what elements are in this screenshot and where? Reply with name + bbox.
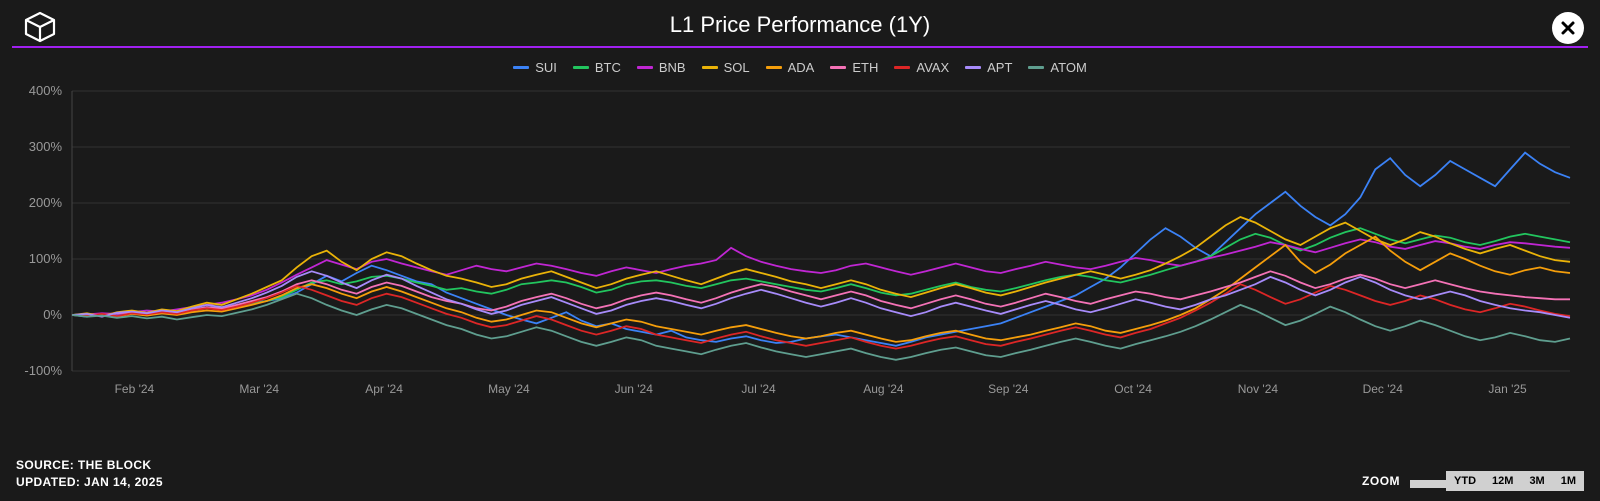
chart-container: L1 Price Performance (1Y) SUI BTC BNB SOL AD…: [0, 0, 1600, 501]
chart-plot-area: -100% 0% 100% 200% 300% 400% Feb '24 Mar '24 Apr…: [12, 81, 1580, 401]
zoom-label: ZOOM: [1362, 474, 1400, 488]
legend-item-atom[interactable]: ATOM: [1028, 60, 1086, 75]
source-block: SOURCE: THE BLOCK UPDATED: JAN 14, 2025: [16, 457, 163, 491]
svg-text:Aug '24: Aug '24: [863, 382, 904, 396]
legend-label: SUI: [535, 60, 557, 75]
header: L1 Price Performance (1Y): [0, 0, 1600, 46]
zoom-button-3m[interactable]: 3M: [1521, 471, 1552, 491]
source-label: SOURCE: THE BLOCK: [16, 457, 163, 474]
close-button[interactable]: [1552, 12, 1584, 44]
legend-swatch: [894, 66, 910, 69]
legend-item-apt[interactable]: APT: [965, 60, 1012, 75]
svg-text:Mar '24: Mar '24: [239, 382, 279, 396]
legend-swatch: [965, 66, 981, 69]
legend-swatch: [637, 66, 653, 69]
svg-text:400%: 400%: [29, 83, 63, 98]
zoom-controls: ZOOM YTD12M3M1M: [1362, 471, 1584, 491]
svg-text:Dec '24: Dec '24: [1363, 382, 1404, 396]
legend-swatch: [1028, 66, 1044, 69]
legend-label: ETH: [852, 60, 878, 75]
svg-text:Jun '24: Jun '24: [615, 382, 654, 396]
footer: SOURCE: THE BLOCK UPDATED: JAN 14, 2025 …: [16, 457, 1584, 491]
updated-label: UPDATED: JAN 14, 2025: [16, 474, 163, 491]
svg-text:Feb '24: Feb '24: [115, 382, 155, 396]
svg-text:Oct '24: Oct '24: [1114, 382, 1152, 396]
legend: SUI BTC BNB SOL ADA ETH AVAX APT ATOM: [0, 48, 1600, 81]
legend-item-sui[interactable]: SUI: [513, 60, 557, 75]
legend-label: APT: [987, 60, 1012, 75]
svg-text:0%: 0%: [43, 307, 62, 322]
series-line-sui: [72, 153, 1570, 346]
logo-icon: [20, 10, 60, 49]
legend-label: ATOM: [1050, 60, 1086, 75]
svg-text:May '24: May '24: [488, 382, 530, 396]
line-chart-svg: -100% 0% 100% 200% 300% 400% Feb '24 Mar '24 Apr…: [12, 81, 1580, 401]
svg-text:Jul '24: Jul '24: [741, 382, 776, 396]
zoom-button-all[interactable]: [1410, 480, 1446, 488]
legend-item-bnb[interactable]: BNB: [637, 60, 686, 75]
svg-text:Nov '24: Nov '24: [1238, 382, 1279, 396]
legend-item-eth[interactable]: ETH: [830, 60, 878, 75]
series-line-atom: [72, 294, 1570, 360]
svg-text:Jan '25: Jan '25: [1488, 382, 1527, 396]
zoom-button-ytd[interactable]: YTD: [1446, 471, 1484, 491]
legend-item-ada[interactable]: ADA: [766, 60, 815, 75]
legend-item-btc[interactable]: BTC: [573, 60, 621, 75]
legend-label: BTC: [595, 60, 621, 75]
legend-label: BNB: [659, 60, 686, 75]
legend-label: SOL: [724, 60, 750, 75]
chart-title: L1 Price Performance (1Y): [670, 12, 930, 38]
svg-text:Sep '24: Sep '24: [988, 382, 1029, 396]
legend-label: AVAX: [916, 60, 949, 75]
svg-text:300%: 300%: [29, 139, 63, 154]
zoom-button-1m[interactable]: 1M: [1553, 471, 1584, 491]
legend-swatch: [513, 66, 529, 69]
legend-label: ADA: [788, 60, 815, 75]
legend-swatch: [766, 66, 782, 69]
close-icon: [1559, 19, 1577, 37]
svg-text:Apr '24: Apr '24: [365, 382, 403, 396]
legend-swatch: [702, 66, 718, 69]
legend-item-avax[interactable]: AVAX: [894, 60, 949, 75]
legend-swatch: [573, 66, 589, 69]
svg-text:100%: 100%: [29, 251, 63, 266]
svg-text:-100%: -100%: [24, 363, 62, 378]
legend-swatch: [830, 66, 846, 69]
zoom-button-12m[interactable]: 12M: [1484, 471, 1521, 491]
svg-text:200%: 200%: [29, 195, 63, 210]
series-line-btc: [72, 228, 1570, 315]
legend-item-sol[interactable]: SOL: [702, 60, 750, 75]
